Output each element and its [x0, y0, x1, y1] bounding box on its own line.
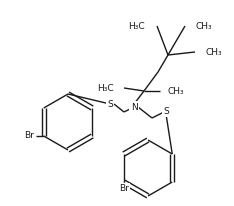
Text: CH₃: CH₃ — [205, 48, 222, 56]
Text: N: N — [131, 103, 137, 111]
Text: CH₃: CH₃ — [168, 87, 185, 96]
Text: Br: Br — [24, 131, 34, 140]
Text: S: S — [107, 99, 113, 109]
Text: S: S — [163, 107, 169, 116]
Text: H₃C: H₃C — [97, 83, 114, 92]
Text: Br: Br — [119, 184, 129, 193]
Text: H₃C: H₃C — [128, 21, 145, 30]
Text: CH₃: CH₃ — [195, 21, 212, 30]
